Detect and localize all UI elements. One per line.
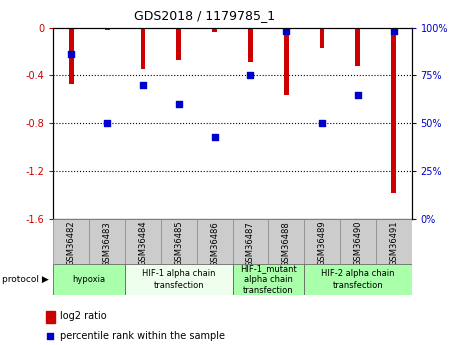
Text: GSM36488: GSM36488	[282, 221, 291, 267]
Bar	[284, 28, 289, 95]
Point	[139, 82, 146, 88]
Text: GSM36487: GSM36487	[246, 221, 255, 267]
Bar	[304, 219, 340, 264]
Text: HIF-1 alpha chain
transfection: HIF-1 alpha chain transfection	[142, 269, 216, 289]
Bar	[268, 219, 304, 264]
Point	[67, 52, 75, 57]
Bar	[125, 219, 161, 264]
Point	[318, 120, 325, 126]
Bar	[53, 264, 125, 295]
Text: GSM36484: GSM36484	[139, 221, 147, 266]
Bar	[46, 311, 55, 323]
Bar	[140, 28, 146, 69]
Bar	[340, 219, 376, 264]
Point	[211, 134, 218, 139]
Bar	[376, 219, 412, 264]
Text: GDS2018 / 1179785_1: GDS2018 / 1179785_1	[134, 9, 275, 22]
Bar	[176, 28, 181, 60]
Bar	[232, 219, 268, 264]
Text: GSM36485: GSM36485	[174, 221, 183, 266]
Bar	[391, 28, 396, 193]
Text: GSM36486: GSM36486	[210, 221, 219, 267]
Bar	[125, 264, 232, 295]
Bar	[105, 28, 110, 30]
Bar	[232, 264, 304, 295]
Bar	[248, 28, 253, 62]
Text: log2 ratio: log2 ratio	[60, 312, 107, 322]
Bar	[89, 219, 125, 264]
Bar	[212, 28, 217, 32]
Text: percentile rank within the sample: percentile rank within the sample	[60, 331, 225, 341]
Bar	[53, 219, 89, 264]
Text: HIF-1_mutant
alpha chain
transfection: HIF-1_mutant alpha chain transfection	[240, 264, 297, 295]
Point	[46, 334, 54, 339]
Point	[103, 120, 111, 126]
Point	[246, 73, 254, 78]
Text: HIF-2 alpha chain
transfection: HIF-2 alpha chain transfection	[321, 269, 395, 289]
Point	[390, 29, 397, 34]
Text: protocol ▶: protocol ▶	[2, 275, 49, 284]
Point	[282, 29, 290, 34]
Bar	[355, 28, 360, 66]
Text: GSM36490: GSM36490	[353, 221, 362, 266]
Text: GSM36482: GSM36482	[67, 221, 76, 266]
Bar	[197, 219, 232, 264]
Bar	[161, 219, 197, 264]
Text: GSM36491: GSM36491	[389, 221, 398, 266]
Text: hypoxia: hypoxia	[73, 275, 106, 284]
Text: GSM36489: GSM36489	[318, 221, 326, 266]
Point	[175, 101, 182, 107]
Bar	[304, 264, 412, 295]
Bar	[69, 28, 74, 84]
Bar	[319, 28, 325, 48]
Point	[354, 92, 361, 97]
Text: GSM36483: GSM36483	[103, 221, 112, 267]
